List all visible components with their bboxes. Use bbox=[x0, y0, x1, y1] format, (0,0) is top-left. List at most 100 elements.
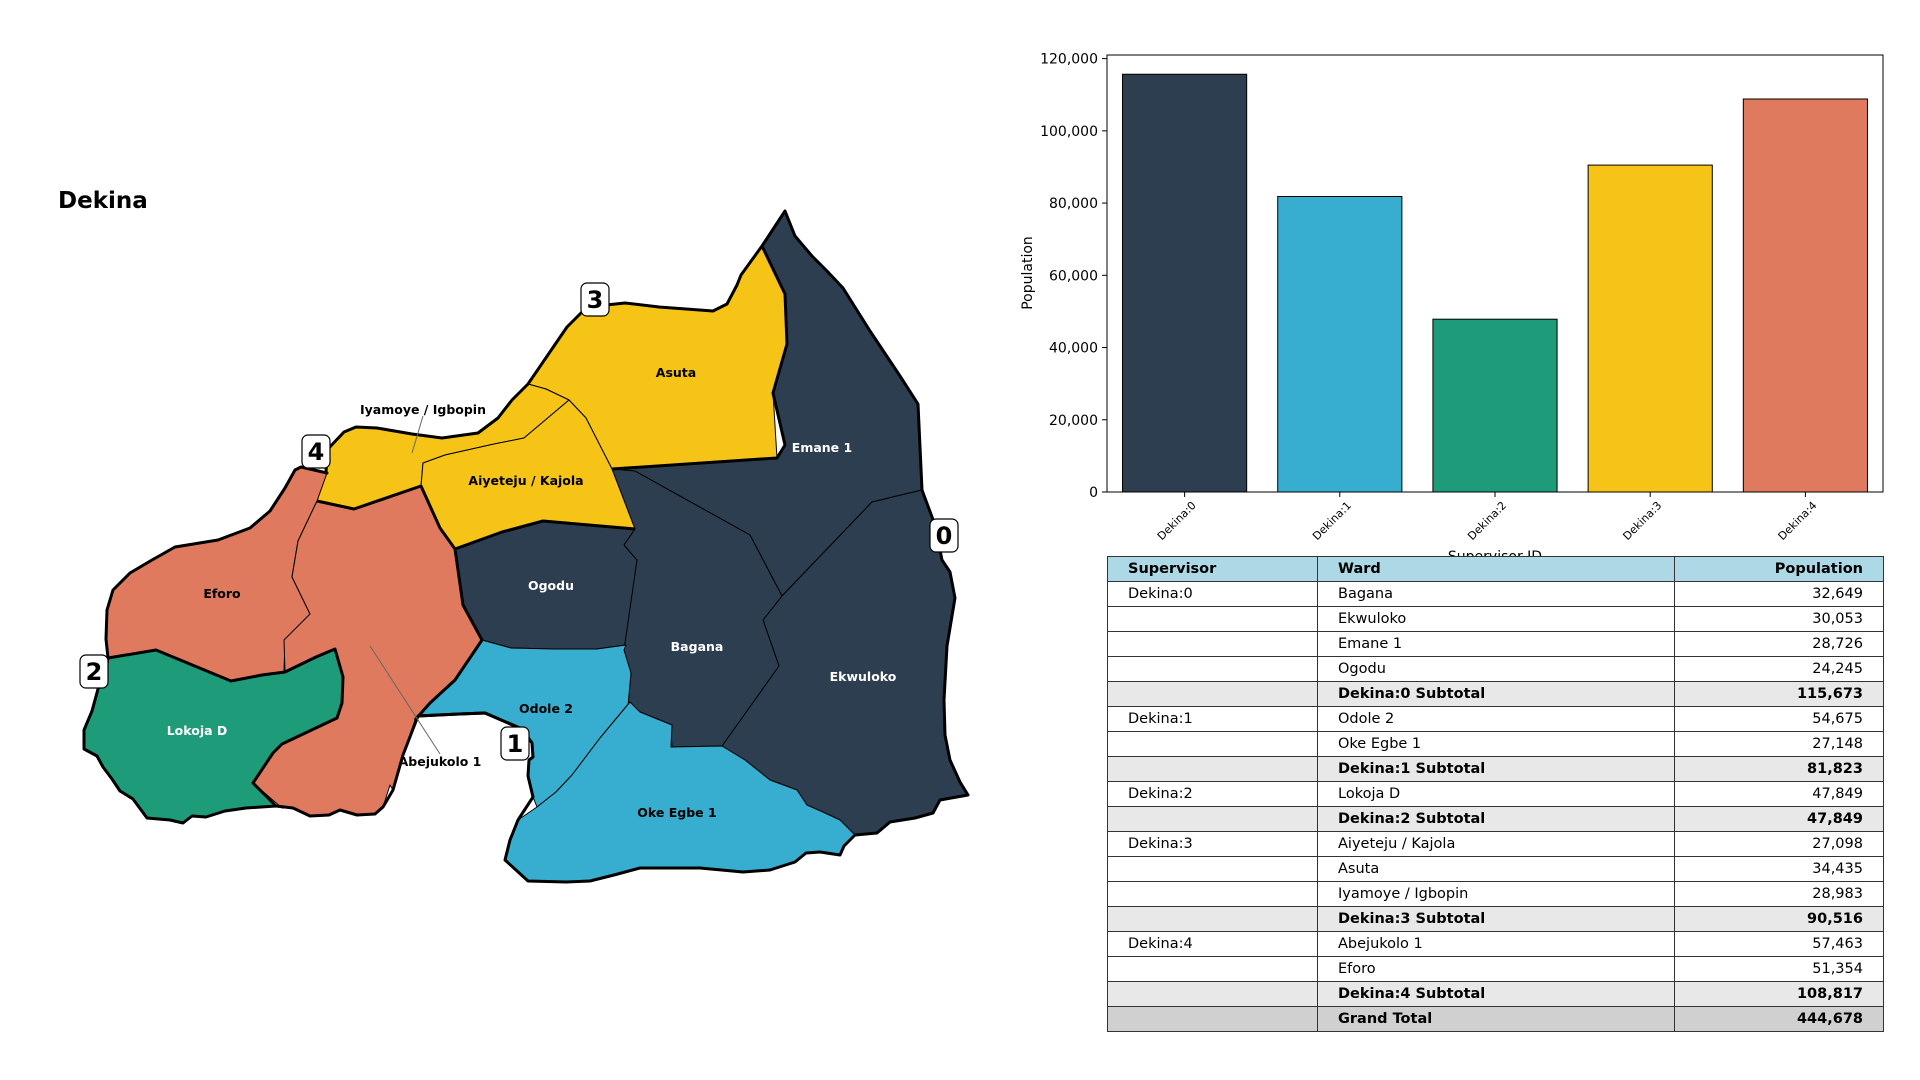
cell-ward: Asuta bbox=[1317, 856, 1675, 882]
cell-supervisor: Dekina:1 bbox=[1107, 706, 1318, 732]
y-tick-label-2: 40,000 bbox=[1049, 341, 1098, 357]
table-row: Ekwuloko 30,053 bbox=[1107, 606, 1884, 632]
cell-population: 54,675 bbox=[1674, 706, 1884, 732]
bar-3[interactable] bbox=[1587, 164, 1713, 493]
bar-0[interactable] bbox=[1122, 73, 1248, 493]
cell-population: 27,098 bbox=[1674, 831, 1884, 857]
cell-population: 34,435 bbox=[1674, 856, 1884, 882]
ward-label-bagana: Bagana bbox=[671, 639, 724, 654]
cell-ward: Abejukolo 1 bbox=[1317, 931, 1675, 957]
cell-population: 444,678 bbox=[1674, 1006, 1884, 1032]
cell-population: 57,463 bbox=[1674, 931, 1884, 957]
supervisor-badge-4[interactable]: 4 bbox=[301, 434, 331, 469]
cell-population: 47,849 bbox=[1674, 806, 1884, 832]
table-row: Ogodu 24,245 bbox=[1107, 656, 1884, 682]
y-tick-label-1: 20,000 bbox=[1049, 413, 1098, 429]
ward-label-aiyeteju-kajola: Aiyeteju / Kajola bbox=[468, 473, 583, 488]
ward-label-oke-egbe-1: Oke Egbe 1 bbox=[637, 805, 716, 820]
cell-supervisor bbox=[1107, 606, 1318, 632]
plot-frame bbox=[1106, 54, 1884, 493]
cell-ward: Ogodu bbox=[1317, 656, 1675, 682]
table-row: Dekina:0 Bagana 32,649 bbox=[1107, 581, 1884, 607]
y-tick-label-0: 0 bbox=[1089, 485, 1098, 501]
ward-label-lokoja-d: Lokoja D bbox=[167, 723, 228, 738]
leader-line-abejukolo bbox=[369, 645, 441, 755]
cell-ward: Lokoja D bbox=[1317, 781, 1675, 807]
bar-2[interactable] bbox=[1432, 318, 1558, 493]
cell-supervisor bbox=[1107, 631, 1318, 657]
cell-ward: Dekina:0 Subtotal bbox=[1317, 681, 1675, 707]
y-tick-label-6: 120,000 bbox=[1040, 52, 1098, 68]
cell-ward: Dekina:2 Subtotal bbox=[1317, 806, 1675, 832]
cell-ward: Aiyeteju / Kajola bbox=[1317, 831, 1675, 857]
table-row: Dekina:3 Subtotal 90,516 bbox=[1107, 906, 1884, 932]
cell-ward: Oke Egbe 1 bbox=[1317, 731, 1675, 757]
cell-supervisor bbox=[1107, 906, 1318, 932]
cell-ward: Emane 1 bbox=[1317, 631, 1675, 657]
ward-label-ogodu: Ogodu bbox=[528, 578, 574, 593]
cell-population: 32,649 bbox=[1674, 581, 1884, 607]
supervisor-badge-1[interactable]: 1 bbox=[500, 726, 530, 761]
cell-ward: Iyamoye / Igbopin bbox=[1317, 881, 1675, 907]
cell-supervisor bbox=[1107, 656, 1318, 682]
x-ticks-layer: Dekina:0 Dekina:1 Dekina:2 Dekina:3 Dekina:4 bbox=[1155, 492, 1820, 543]
population-bar-chart: 020,00040,00060,00080,000100,000120,000 … bbox=[1020, 52, 1884, 560]
cell-supervisor bbox=[1107, 881, 1318, 907]
cell-population: 28,726 bbox=[1674, 631, 1884, 657]
ward-label-iyamoye-igbopin: Iyamoye / Igbopin bbox=[360, 402, 486, 417]
x-tick-label-1: Dekina:1 bbox=[1310, 499, 1354, 543]
cell-supervisor bbox=[1107, 981, 1318, 1007]
cell-supervisor bbox=[1107, 731, 1318, 757]
supervisor-badge-0[interactable]: 0 bbox=[929, 518, 959, 553]
cell-ward: Ekwuloko bbox=[1317, 606, 1675, 632]
header-population: Population bbox=[1674, 556, 1884, 582]
bars-layer bbox=[1122, 73, 1868, 493]
table-row: Dekina:4 Subtotal 108,817 bbox=[1107, 981, 1884, 1007]
table-row: Dekina:4 Abejukolo 1 57,463 bbox=[1107, 931, 1884, 957]
cell-supervisor bbox=[1107, 681, 1318, 707]
cell-supervisor bbox=[1107, 806, 1318, 832]
ward-label-ekwuloko: Ekwuloko bbox=[830, 669, 897, 684]
cell-ward: Grand Total bbox=[1317, 1006, 1675, 1032]
table-row: Iyamoye / Igbopin 28,983 bbox=[1107, 881, 1884, 907]
cell-supervisor bbox=[1107, 756, 1318, 782]
supervisor-badge-3-label: 3 bbox=[587, 286, 604, 314]
table-row: Emane 1 28,726 bbox=[1107, 631, 1884, 657]
cell-population: 28,983 bbox=[1674, 881, 1884, 907]
cell-population: 27,148 bbox=[1674, 731, 1884, 757]
cell-supervisor: Dekina:3 bbox=[1107, 831, 1318, 857]
y-tick-label-4: 80,000 bbox=[1049, 196, 1098, 212]
table-row: Dekina:3 Aiyeteju / Kajola 27,098 bbox=[1107, 831, 1884, 857]
cell-population: 47,849 bbox=[1674, 781, 1884, 807]
table-row: Grand Total 444,678 bbox=[1107, 1006, 1884, 1032]
table-row: Dekina:1 Odole 2 54,675 bbox=[1107, 706, 1884, 732]
cell-population: 24,245 bbox=[1674, 656, 1884, 682]
header-ward: Ward bbox=[1317, 556, 1675, 582]
cell-ward: Eforo bbox=[1317, 956, 1675, 982]
table-body: Dekina:0 Bagana 32,649 Ekwuloko 30,053 Emane … bbox=[1107, 581, 1884, 1032]
y-tick-label-5: 100,000 bbox=[1040, 124, 1098, 140]
cell-supervisor: Dekina:2 bbox=[1107, 781, 1318, 807]
ward-label-odole-2: Odole 2 bbox=[519, 701, 573, 716]
leader-line-iyamoye bbox=[411, 415, 424, 454]
ward-label-eforo: Eforo bbox=[203, 586, 241, 601]
x-tick-label-2: Dekina:2 bbox=[1465, 499, 1509, 543]
bar-4[interactable] bbox=[1742, 98, 1868, 493]
cell-population: 30,053 bbox=[1674, 606, 1884, 632]
cell-supervisor: Dekina:4 bbox=[1107, 931, 1318, 957]
table-row: Dekina:0 Subtotal 115,673 bbox=[1107, 681, 1884, 707]
cell-population: 51,354 bbox=[1674, 956, 1884, 982]
table-row: Asuta 34,435 bbox=[1107, 856, 1884, 882]
table-row: Oke Egbe 1 27,148 bbox=[1107, 731, 1884, 757]
y-tick-label-3: 60,000 bbox=[1049, 268, 1098, 284]
cell-supervisor: Dekina:0 bbox=[1107, 581, 1318, 607]
supervisor-badge-2[interactable]: 2 bbox=[79, 654, 109, 689]
supervisor-badge-3[interactable]: 3 bbox=[580, 282, 610, 317]
cell-supervisor bbox=[1107, 1006, 1318, 1032]
table-row: Dekina:2 Lokoja D 47,849 bbox=[1107, 781, 1884, 807]
bar-1[interactable] bbox=[1277, 195, 1403, 493]
cell-ward: Dekina:4 Subtotal bbox=[1317, 981, 1675, 1007]
supervisor-badge-0-label: 0 bbox=[936, 522, 953, 550]
supervisor-badge-4-label: 4 bbox=[308, 438, 325, 466]
table-row: Dekina:2 Subtotal 47,849 bbox=[1107, 806, 1884, 832]
